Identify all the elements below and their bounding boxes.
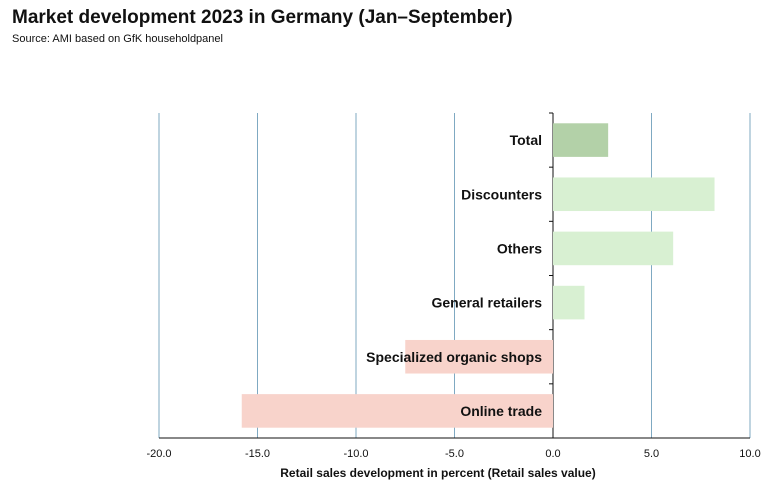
- x-tick-label: 10.0: [739, 448, 760, 460]
- x-tick-label: -20.0: [146, 448, 171, 460]
- category-label: Discounters: [461, 186, 542, 202]
- bar: [553, 123, 609, 157]
- bar: [553, 285, 585, 320]
- bar: [405, 339, 553, 374]
- x-tick-label: -5.0: [445, 448, 464, 460]
- bar: [241, 394, 554, 428]
- category-label: Total: [510, 132, 542, 148]
- category-label: Specialized organic shops: [366, 349, 542, 365]
- x-axis-title: Retail sales development in percent (Ret…: [280, 466, 595, 480]
- bar: [553, 231, 674, 266]
- x-tick-label: -10.0: [343, 448, 368, 460]
- bars: [241, 123, 715, 428]
- category-labels: Total Discounters Others General retailers S…: [366, 132, 542, 419]
- chart-title: Market development 2023 in Germany (Jan–…: [12, 7, 513, 28]
- bar: [553, 177, 715, 212]
- category-label: Others: [497, 240, 542, 256]
- category-label: General retailers: [431, 295, 542, 311]
- x-tick-label: 0.0: [545, 448, 560, 460]
- grid-lines: [158, 112, 751, 439]
- x-tick-label: -15.0: [245, 448, 270, 460]
- category-label: Online trade: [460, 403, 542, 419]
- chart-subtitle: Source: AMI based on GfK householdpanel: [12, 33, 223, 45]
- x-tick-labels: -20.0 -15.0 -10.0 -5.0 0.0 5.0 10.0: [146, 448, 760, 460]
- x-tick-label: 5.0: [644, 448, 659, 460]
